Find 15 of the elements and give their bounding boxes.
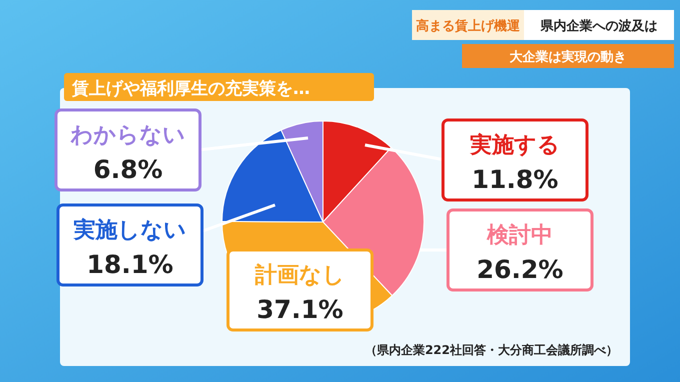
data-label: 37.1%	[256, 295, 344, 324]
slice-label: 実施しない	[72, 217, 186, 243]
slice-label: 検討中	[486, 223, 553, 248]
text: 県内企業への波及は	[540, 19, 658, 34]
data-label: 18.1%	[86, 250, 174, 279]
slice-label: 計画なし	[254, 263, 345, 288]
chart-title: 賃上げや福利厚生の充実策を…	[71, 79, 310, 99]
slice-label: わからない	[70, 123, 186, 148]
data-label: 6.8%	[93, 155, 163, 184]
slice-label: 実施する	[469, 132, 560, 158]
text: 高まる賃上げ機運	[416, 18, 521, 34]
text: 大企業は実現の動き	[510, 49, 626, 65]
data-label: 11.8%	[472, 165, 558, 194]
data-label: 26.2%	[476, 255, 564, 284]
text: （県内企業222社回答・大分商工会議所調べ）	[364, 343, 618, 357]
